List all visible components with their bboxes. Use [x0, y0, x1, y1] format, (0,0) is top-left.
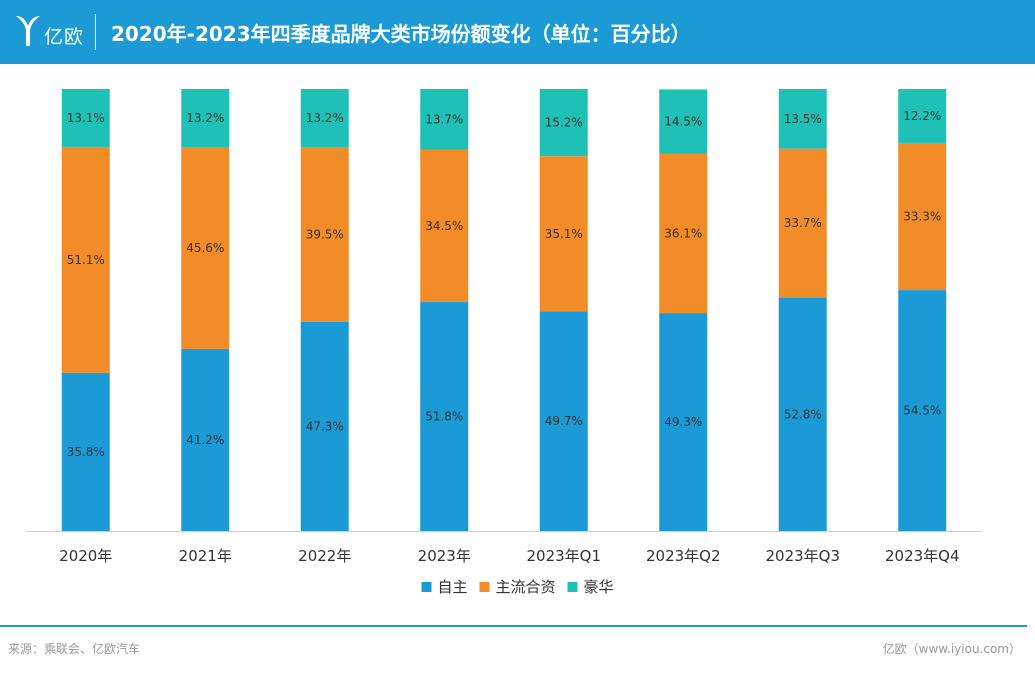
x-tick-label: 2022年 [298, 547, 351, 565]
data-label: 13.2% [306, 111, 344, 125]
bar-segment [539, 156, 588, 312]
bar-segment [778, 297, 827, 531]
data-label: 41.2% [186, 433, 224, 447]
x-tick-label: 2023年Q4 [885, 547, 960, 565]
data-label: 13.2% [186, 111, 224, 125]
bar-segment [181, 147, 230, 349]
logo-icon [16, 16, 40, 46]
header-divider [95, 14, 96, 50]
bar-segment [778, 89, 827, 149]
bar-segment [539, 89, 588, 157]
legend-label: 自主 [438, 578, 468, 596]
header-bar: 亿欧 2020年-2023年四季度品牌大类市场份额变化（单位：百分比） [0, 0, 1035, 64]
data-label: 49.7% [545, 414, 583, 428]
bar-segment [898, 290, 947, 531]
brand-note: 亿欧（www.iyiou.com） [882, 642, 1021, 656]
data-label: 13.1% [67, 111, 105, 125]
data-label: 45.6% [186, 241, 224, 255]
legend-label: 豪华 [584, 578, 614, 596]
legend-swatch [479, 582, 490, 592]
bar-segment [659, 153, 708, 314]
bar-segment [778, 148, 827, 298]
x-tick-label: 2021年 [179, 547, 232, 565]
data-label: 35.8% [67, 445, 105, 459]
legend-swatch [421, 582, 432, 592]
data-label: 34.5% [425, 219, 463, 233]
bar-segment [181, 348, 230, 531]
data-label: 54.5% [903, 404, 941, 418]
bar-segment [898, 142, 947, 291]
logo: 亿欧 [14, 14, 94, 50]
bar-segment [898, 89, 947, 143]
bar-segment [659, 313, 708, 531]
legend-item: 豪华 [567, 578, 614, 596]
data-label: 33.7% [784, 216, 822, 230]
x-tick-label: 2023年Q1 [526, 547, 601, 565]
data-label: 13.5% [784, 112, 822, 126]
bar-segment [61, 372, 110, 531]
bar-segment [659, 89, 708, 154]
page-title: 2020年-2023年四季度品牌大类市场份额变化（单位：百分比） [111, 22, 691, 46]
bar-segment [300, 147, 349, 322]
data-label: 36.1% [664, 226, 702, 240]
x-tick-label: 2023年Q2 [646, 547, 721, 565]
data-label: 14.5% [664, 114, 702, 128]
bar-segment [420, 89, 469, 150]
data-label: 52.8% [784, 407, 822, 421]
data-label: 49.3% [664, 415, 702, 429]
x-tick-label: 2023年Q3 [765, 547, 840, 565]
bar-segment [61, 89, 110, 147]
legend-item: 主流合资 [479, 578, 556, 596]
data-label: 15.2% [545, 116, 583, 130]
logo-text: 亿欧 [44, 26, 85, 48]
bar-segment [420, 149, 469, 303]
data-label: 12.2% [903, 109, 941, 123]
data-label: 13.7% [425, 112, 463, 126]
bar-segment [420, 302, 469, 531]
legend-item: 自主 [421, 578, 468, 596]
footer-divider [0, 625, 1027, 627]
bar-segment [300, 321, 349, 531]
bar-segment [539, 311, 588, 531]
data-label: 39.5% [306, 228, 344, 242]
x-tick-label: 2020年 [59, 547, 112, 565]
data-label: 51.8% [425, 410, 463, 424]
data-label: 35.1% [545, 227, 583, 241]
data-label: 51.1% [67, 253, 105, 267]
legend-swatch [567, 582, 578, 592]
stacked-bar-chart: 35.8% 51.1% 13.1% 2020年 41.2% 45.6% 13.2% 2021年… [26, 89, 982, 596]
bar-segment [300, 89, 349, 148]
source-note: 来源：乘联会、亿欧汽车 [8, 642, 141, 656]
x-tick-label: 2023年 [418, 547, 471, 565]
bar-segment [61, 146, 110, 373]
data-label: 33.3% [903, 210, 941, 224]
bar-segment [181, 89, 230, 148]
legend-label: 主流合资 [496, 578, 556, 596]
data-label: 47.3% [306, 419, 344, 433]
